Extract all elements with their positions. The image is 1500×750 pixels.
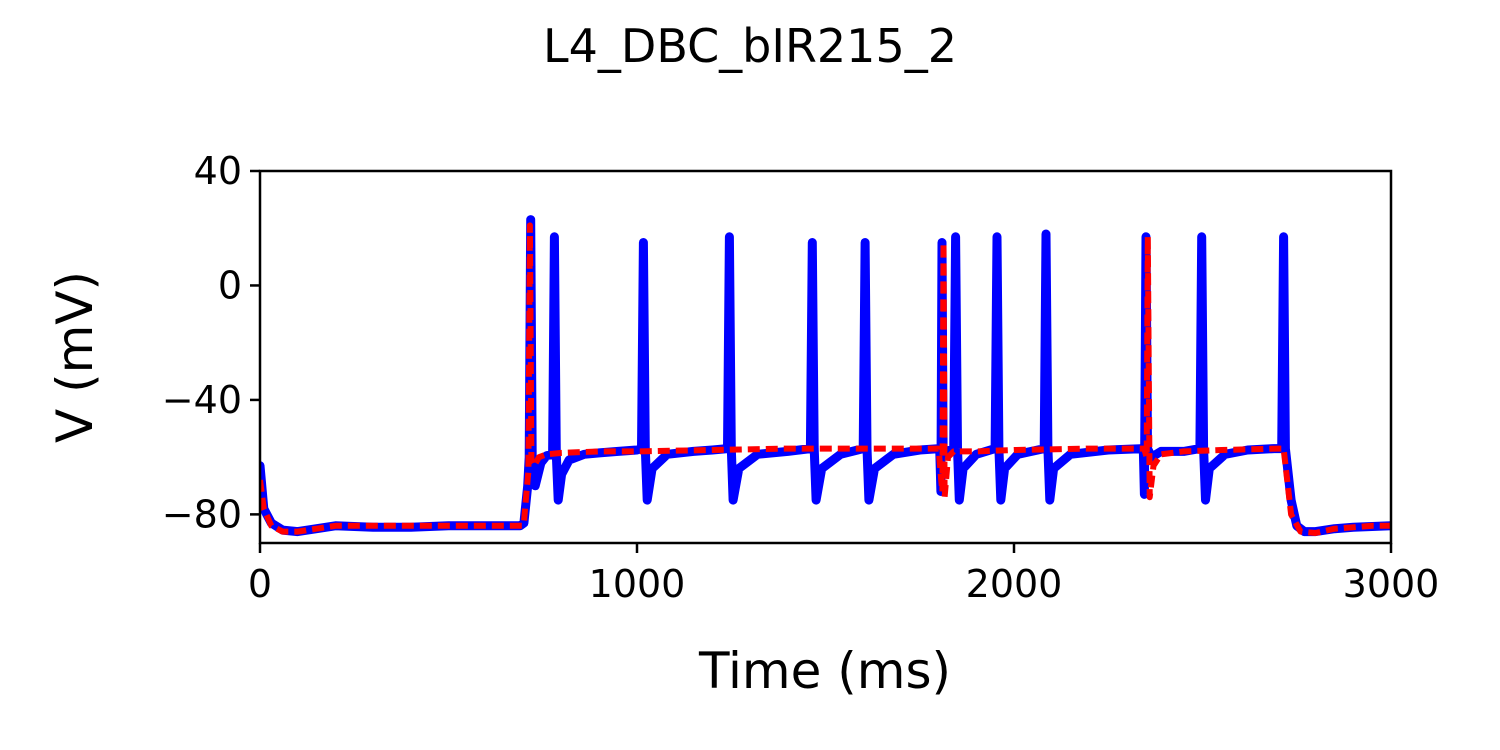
x-tick-label: 2000: [966, 562, 1063, 606]
x-tick-label: 1000: [589, 562, 686, 606]
y-axis: 40 0 −40 −80: [162, 149, 260, 536]
x-axis: 0 1000 2000 3000: [248, 543, 1439, 606]
x-axis-label: Time (ms): [698, 642, 951, 700]
plot-frame: [258, 169, 1393, 545]
series-layer: [260, 215, 1391, 537]
series-line-1: [260, 215, 1391, 537]
y-tick-label: 0: [218, 263, 242, 307]
y-axis-label: V (mV): [46, 271, 104, 443]
x-tick-label: 0: [248, 562, 272, 606]
y-tick-label: −80: [162, 492, 242, 536]
y-tick-label: −40: [162, 378, 242, 422]
x-tick-label: 3000: [1343, 562, 1440, 606]
y-tick-label: 40: [194, 149, 242, 193]
series-line-2: [260, 222, 1391, 536]
chart-title: L4_DBC_bIR215_2: [543, 19, 957, 73]
